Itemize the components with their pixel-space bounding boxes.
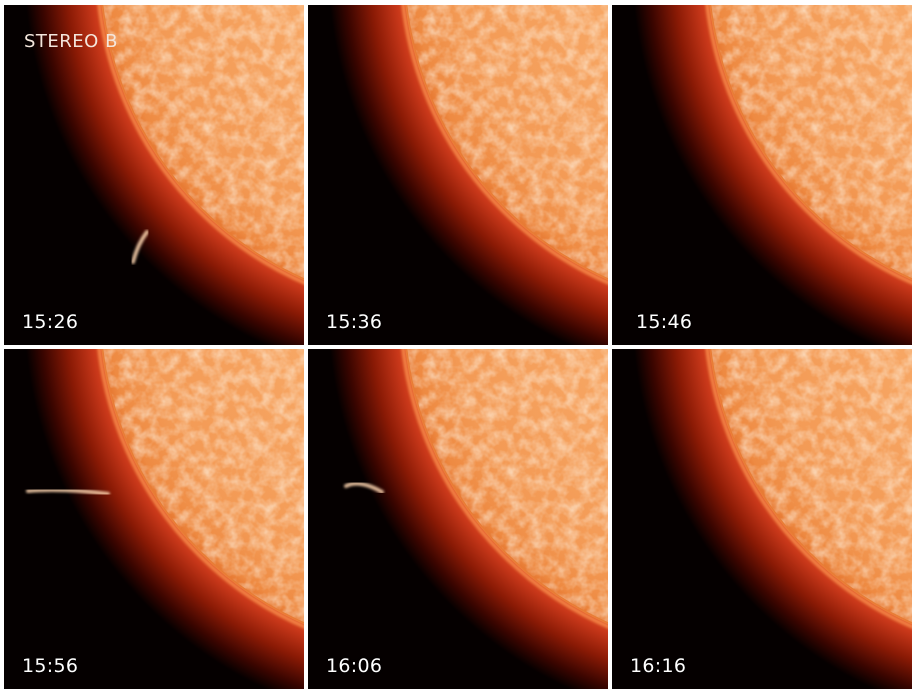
solar-image-panel: 16:06 (308, 349, 608, 689)
solar-granulation (711, 5, 912, 279)
prominence-eruption (344, 481, 384, 494)
timestamp-label: 16:16 (630, 655, 687, 677)
timestamp-label: 15:56 (22, 655, 79, 677)
solar-limb-image (612, 349, 912, 689)
solar-granulation (407, 349, 608, 623)
solar-granulation (711, 349, 912, 623)
timestamp-label: 15:36 (326, 311, 383, 333)
solar-granulation (407, 5, 608, 279)
solar-image-panel: 16:16 (612, 349, 912, 689)
solar-image-panel: 15:26 STEREO B (4, 5, 304, 345)
timestamp-label: 15:46 (636, 311, 693, 333)
solar-granulation (103, 349, 304, 623)
solar-granulation (103, 5, 304, 279)
prominence-eruption (131, 230, 149, 264)
timestamp-label: 15:26 (22, 311, 79, 333)
solar-limb-image (4, 349, 304, 689)
solar-image-panel: 15:46 (612, 5, 912, 345)
prominence-eruption (26, 488, 110, 496)
solar-limb-image (612, 5, 912, 345)
solar-image-panel: 15:56 (4, 349, 304, 689)
solar-limb-image (308, 349, 608, 689)
spacecraft-label: STEREO B (24, 31, 118, 52)
solar-image-panel: 15:36 (308, 5, 608, 345)
solar-limb-image (4, 5, 304, 345)
timestamp-label: 16:06 (326, 655, 383, 677)
solar-limb-image (308, 5, 608, 345)
